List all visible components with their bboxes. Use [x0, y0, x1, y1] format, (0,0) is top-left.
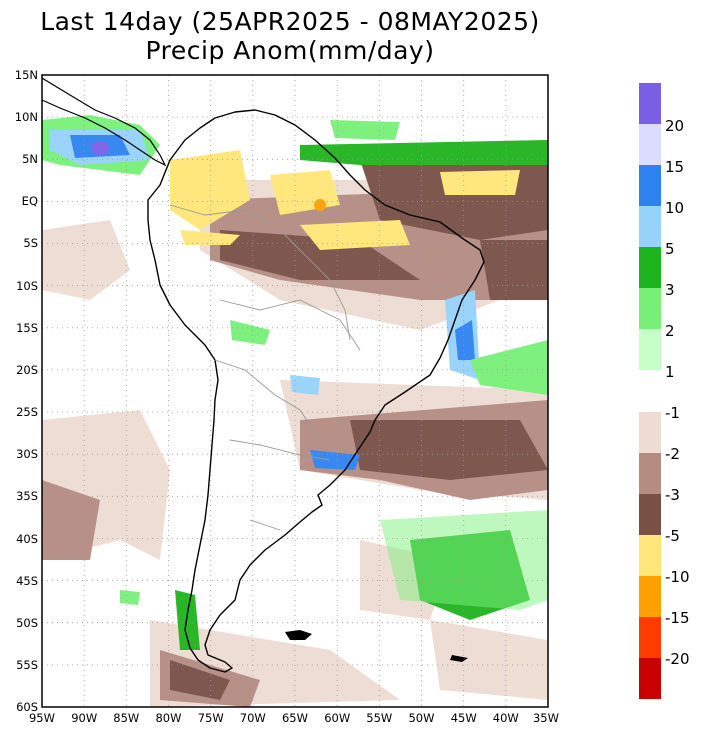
- lat-label: 40S: [16, 532, 38, 546]
- lat-label: EQ: [22, 194, 38, 208]
- pos-anom-area: [91, 141, 109, 155]
- grid-lines: [42, 75, 548, 707]
- colorbar-swatch: [639, 494, 661, 535]
- neg-anom-area: [42, 220, 130, 300]
- lon-label: 55W: [366, 711, 392, 725]
- lat-label: 60S: [16, 700, 38, 714]
- colorbar-swatch: [639, 83, 661, 124]
- colorbar-label: -2: [665, 445, 680, 463]
- lon-label: 70W: [240, 711, 266, 725]
- colorbar-swatch: [639, 535, 661, 576]
- colorbar-swatch: [639, 617, 661, 658]
- lat-label: 55S: [16, 658, 38, 672]
- colorbar-label: 15: [665, 158, 684, 176]
- lat-label: 10S: [16, 279, 38, 293]
- pos-anom-area: [120, 590, 140, 605]
- neg-anom-area: [180, 230, 240, 245]
- pos-anom-area: [175, 590, 200, 650]
- central-america-coastline: [42, 77, 167, 167]
- colorbar-swatch: [639, 288, 661, 329]
- neg-anom-area: [350, 420, 548, 480]
- map-title-line2: Precip Anom(mm/day): [145, 36, 435, 65]
- colorbar-swatch: [639, 247, 661, 288]
- colorbar-positive: 20 15 10 5 3 2 1: [639, 83, 684, 381]
- lon-label: 85W: [113, 711, 139, 725]
- colorbar-swatch: [639, 453, 661, 494]
- colorbar-label: 10: [665, 199, 684, 217]
- country-borders: [169, 204, 361, 531]
- south-america-coastline: [147, 109, 485, 673]
- neg-anom-area: [42, 480, 100, 560]
- neg-anom-area: [170, 660, 230, 700]
- lat-label: 5N: [22, 152, 38, 166]
- lon-label: 75W: [198, 711, 224, 725]
- colorbar-swatch: [639, 412, 661, 453]
- colorbar-label: -1: [665, 404, 680, 422]
- colorbar-swatch: [639, 206, 661, 247]
- lat-label: 35S: [16, 489, 38, 503]
- colorbar-label: -10: [665, 568, 690, 586]
- neg-anom-area: [220, 230, 420, 280]
- neg-anom-area: [170, 150, 250, 230]
- colorbar-swatch: [639, 124, 661, 165]
- colorbar-label: -5: [665, 527, 680, 545]
- lat-label: 5S: [23, 236, 38, 250]
- lat-label: 25S: [16, 405, 38, 419]
- lat-label: 45S: [16, 574, 38, 588]
- south-georgia: [450, 655, 468, 662]
- lat-label: 50S: [16, 616, 38, 630]
- lon-label: 95W: [29, 711, 55, 725]
- pos-anom-area: [230, 320, 270, 345]
- neg-anom-area: [440, 170, 520, 195]
- lon-label: 65W: [282, 711, 308, 725]
- neg-anom-area: [300, 220, 410, 250]
- colorbar-negative: -1 -2 -3 -5 -10 -15 -20: [639, 404, 690, 699]
- colorbar-label: 5: [665, 240, 675, 258]
- colorbar-label: 20: [665, 117, 684, 135]
- lon-label: 80W: [155, 711, 181, 725]
- falkland-islands: [285, 630, 312, 640]
- lat-axis: 15N 10N 5N EQ 5S 10S 15S 20S 25S 30S 35S…: [15, 68, 38, 714]
- lat-label: 15S: [16, 321, 38, 335]
- pos-anom-area: [290, 375, 320, 395]
- pos-anom-area: [455, 320, 475, 360]
- pos-anom-area: [300, 140, 548, 165]
- colorbar-label: 1: [665, 363, 675, 381]
- map-panel: [42, 75, 548, 707]
- pos-anom-area: [410, 530, 530, 620]
- lon-label: 45W: [451, 711, 477, 725]
- colorbar-swatch: [639, 658, 661, 699]
- lon-label: 35W: [533, 711, 559, 725]
- anomaly-field: [42, 115, 548, 707]
- lat-label: 30S: [16, 447, 38, 461]
- colorbar-label: -15: [665, 609, 690, 627]
- lat-label: 15N: [15, 68, 38, 82]
- colorbar-label: -20: [665, 650, 690, 668]
- lon-label: 90W: [71, 711, 97, 725]
- map-frame: [41, 74, 549, 708]
- lon-axis: 95W 90W 85W 80W 75W 70W 65W 60W 55W 50W …: [29, 711, 559, 725]
- colorbar-label: 3: [665, 281, 675, 299]
- pos-anom-area: [330, 120, 400, 140]
- colorbar-label: 2: [665, 322, 675, 340]
- pos-anom-area: [470, 340, 548, 395]
- neg-anom-area: [430, 620, 548, 700]
- lat-label: 10N: [15, 110, 38, 124]
- colorbar-label: -3: [665, 486, 680, 504]
- lat-label: 20S: [16, 363, 38, 377]
- lon-label: 50W: [408, 711, 434, 725]
- lon-label: 60W: [324, 711, 350, 725]
- colorbar-swatch: [639, 329, 661, 370]
- colorbar-swatch: [639, 576, 661, 617]
- colorbar-swatch: [639, 165, 661, 206]
- map-title-line1: Last 14day (25APR2025 - 08MAY2025): [40, 7, 540, 36]
- neg-anom-area: [314, 199, 326, 211]
- lon-label: 40W: [493, 711, 519, 725]
- neg-anom-area: [480, 240, 548, 300]
